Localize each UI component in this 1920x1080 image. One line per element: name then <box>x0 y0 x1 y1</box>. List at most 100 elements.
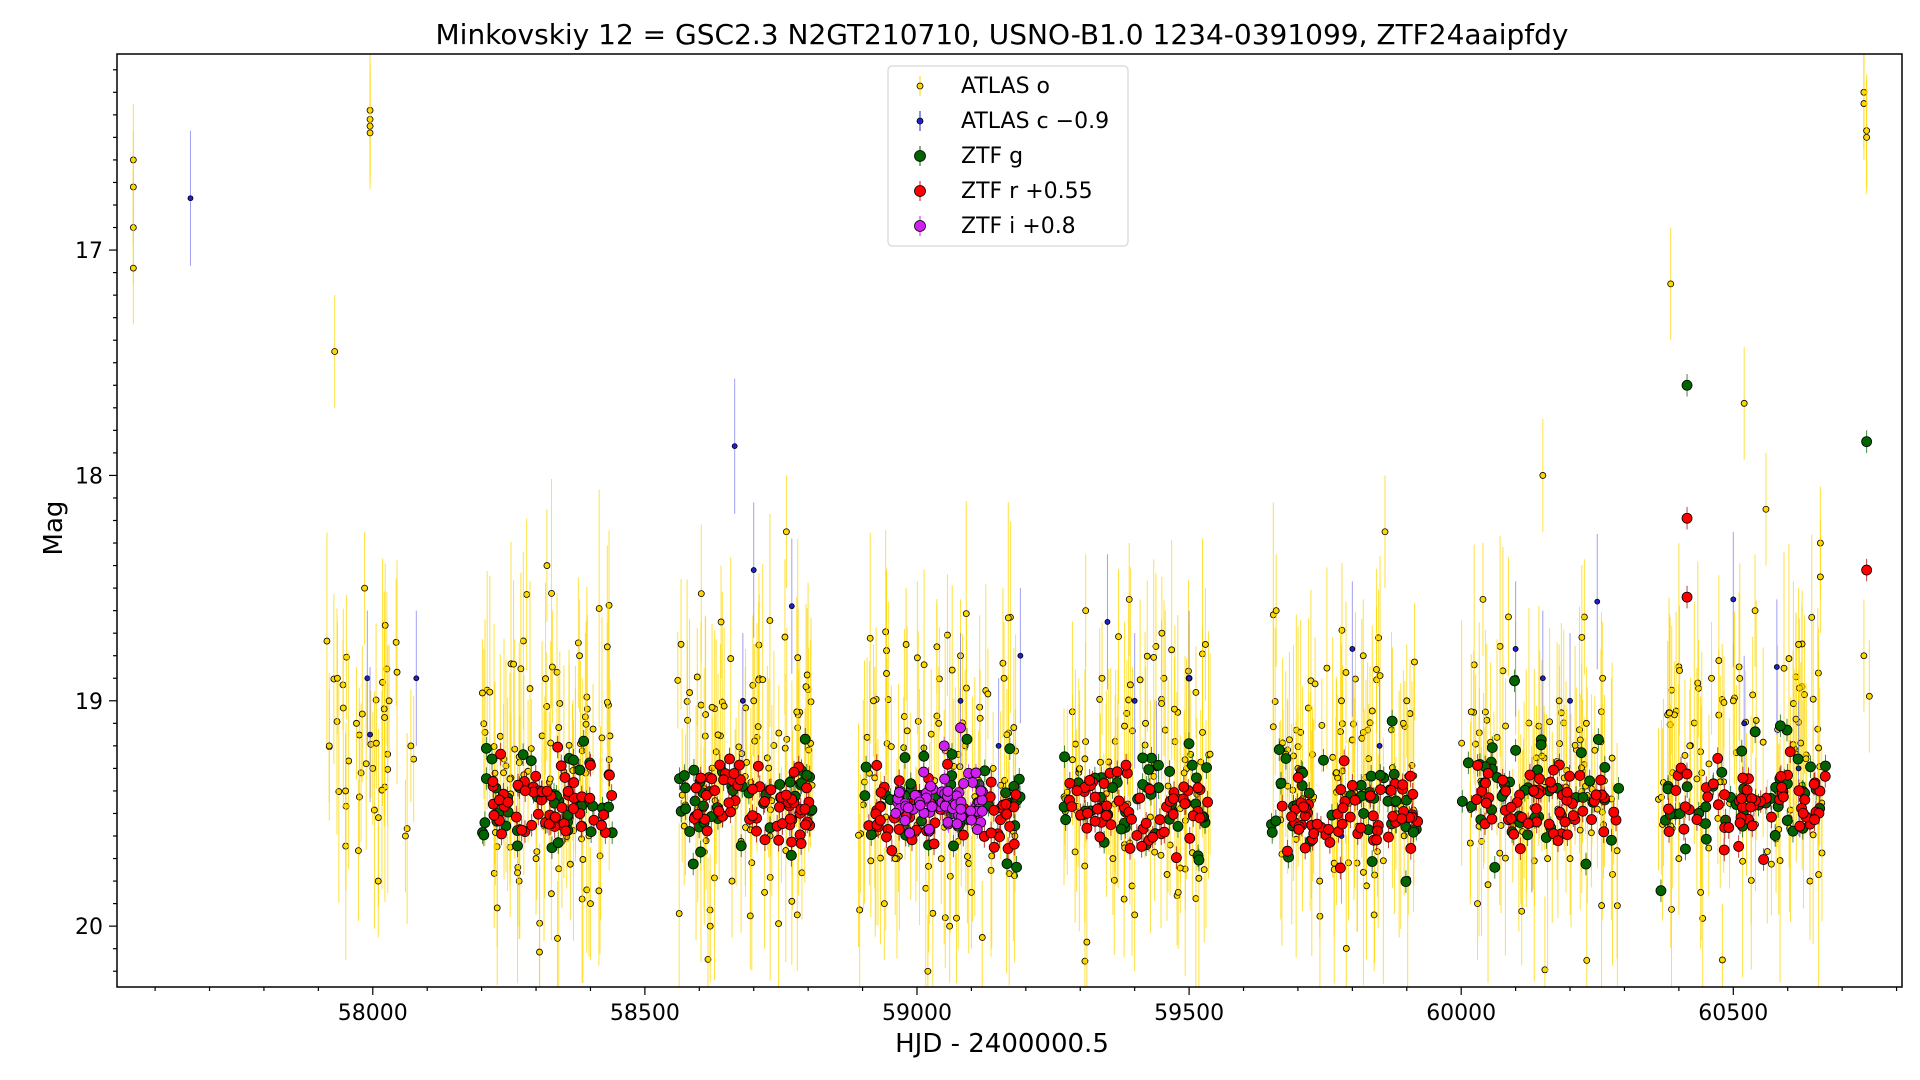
atlas-o-point <box>929 909 937 917</box>
atlas-o-point <box>555 865 563 873</box>
ztf-g-point <box>479 817 491 829</box>
ztf-r-point <box>1355 822 1367 834</box>
atlas-o-point <box>1467 708 1475 716</box>
ztf-g-point <box>774 779 786 790</box>
ztf-g-point <box>1599 761 1611 773</box>
atlas-o-point <box>1493 733 1501 741</box>
ztf-g-point <box>1172 820 1184 832</box>
ztf-r-point <box>780 789 792 801</box>
atlas-o-point <box>542 675 549 683</box>
atlas-o-point <box>1496 642 1504 650</box>
atlas-o-point <box>1069 756 1076 764</box>
atlas-o-point <box>702 711 710 718</box>
atlas-o-point <box>1479 595 1487 603</box>
atlas-o-point <box>595 605 603 612</box>
atlas-o-point <box>1863 133 1871 141</box>
legend-marker <box>914 185 926 197</box>
ztf-r-point <box>1371 834 1382 846</box>
ztf-g-point <box>688 764 700 776</box>
atlas-o-point <box>1131 911 1139 919</box>
atlas-o-point <box>1675 855 1683 862</box>
atlas-o-point <box>1342 669 1350 676</box>
ztf-i-point <box>955 722 966 734</box>
ztf-r-point <box>1147 831 1159 843</box>
ztf-r-point <box>795 838 807 849</box>
ztf-r-point <box>1124 842 1136 854</box>
ztf-r-point <box>1678 823 1690 835</box>
ztf-g-point <box>684 826 696 837</box>
ztf-g-point <box>478 829 490 841</box>
atlas-o-point <box>856 906 864 914</box>
ztf-g-point <box>486 753 498 765</box>
ztf-g-point <box>1700 833 1712 845</box>
atlas-o-point <box>1176 864 1184 872</box>
ztf-r-point <box>510 811 522 823</box>
atlas-o-point <box>964 853 971 860</box>
ztf-g-point <box>1716 766 1728 778</box>
atlas-o-point <box>914 717 922 725</box>
ztf-g-point <box>1164 766 1175 777</box>
ztf-r-point <box>747 810 758 822</box>
ztf-r-point <box>1543 818 1555 830</box>
ztf-r-point <box>1131 830 1143 841</box>
atlas-o-point <box>867 857 875 865</box>
x-tick-label: 59500 <box>1154 1001 1224 1026</box>
atlas-o-point <box>345 757 353 765</box>
atlas-o-point <box>793 911 801 919</box>
ztf-r-point <box>1111 766 1123 778</box>
ztf-r-point <box>1344 811 1356 823</box>
ztf-r-point <box>1794 820 1806 832</box>
ztf-r-point <box>1276 800 1288 812</box>
ztf-g-point <box>1270 815 1282 827</box>
ztf-r-point <box>777 818 788 829</box>
ztf-r-point <box>1514 843 1526 855</box>
ztf-r-point <box>1552 835 1564 847</box>
ztf-r-point <box>1334 862 1346 874</box>
atlas-o-point <box>1338 697 1345 705</box>
ztf-g-point <box>525 755 537 767</box>
atlas-o-point <box>1120 895 1128 903</box>
y-tick-label: 18 <box>75 464 103 489</box>
ztf-r-point <box>512 779 524 791</box>
atlas-o-point <box>1157 851 1165 859</box>
ztf-r-point <box>1372 825 1383 837</box>
atlas-o-point <box>1809 695 1817 703</box>
atlas-o-point <box>855 831 862 839</box>
atlas-o-point <box>1735 663 1743 671</box>
atlas-o-point <box>903 727 911 735</box>
atlas-o-point <box>374 877 382 885</box>
ztf-g-point <box>799 733 811 745</box>
atlas-o-point <box>782 528 790 536</box>
atlas-o-point <box>392 638 400 646</box>
atlas-o-point <box>759 676 767 684</box>
atlas-o-point <box>686 689 693 696</box>
atlas-o-point <box>978 934 986 941</box>
ztf-r-point <box>502 796 514 808</box>
ztf-r-point <box>886 845 898 856</box>
atlas-o-point <box>1591 746 1599 754</box>
ztf-i-point <box>899 815 911 826</box>
ztf-g-point <box>1266 826 1278 838</box>
atlas-o-point <box>589 725 597 733</box>
atlas-c-point <box>1567 697 1573 704</box>
atlas-o-point <box>1150 772 1158 780</box>
ztf-r-point <box>1170 852 1182 864</box>
atlas-o-point <box>946 872 954 880</box>
ztf-r-point <box>1308 828 1320 839</box>
ztf-r-point <box>1375 784 1386 796</box>
ztf-r-point <box>1577 805 1589 817</box>
atlas-o-point <box>574 639 582 647</box>
ztf-r-point <box>1158 826 1170 838</box>
ztf-r-point <box>734 759 745 771</box>
atlas-o-point <box>1199 728 1206 736</box>
atlas-o-point <box>1337 728 1344 736</box>
ztf-r-point <box>1681 512 1693 524</box>
atlas-o-point <box>384 765 392 773</box>
atlas-o-point <box>342 787 349 795</box>
atlas-o-point <box>500 769 507 777</box>
ztf-r-point <box>1385 785 1397 796</box>
ztf-r-point <box>893 823 905 835</box>
ztf-g-point <box>1655 885 1667 897</box>
atlas-o-point <box>697 701 705 709</box>
ztf-g-point <box>1193 854 1205 866</box>
